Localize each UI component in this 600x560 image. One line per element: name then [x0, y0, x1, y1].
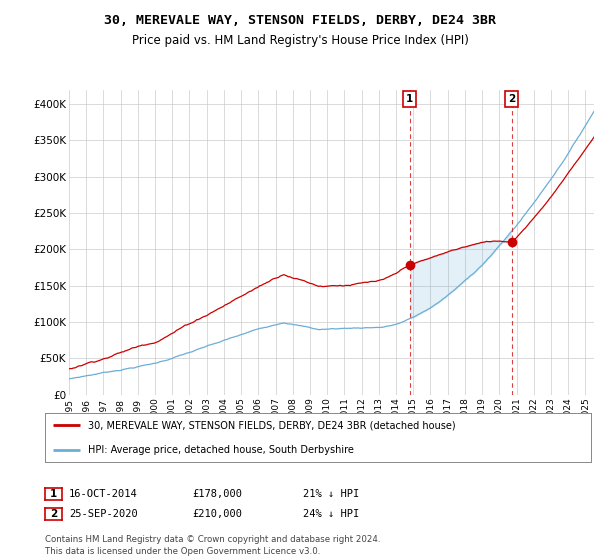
Text: HPI: Average price, detached house, South Derbyshire: HPI: Average price, detached house, Sout…: [88, 445, 353, 455]
Text: 16-OCT-2014: 16-OCT-2014: [69, 489, 138, 499]
Text: 2: 2: [508, 94, 515, 104]
Text: 21% ↓ HPI: 21% ↓ HPI: [303, 489, 359, 499]
Text: 30, MEREVALE WAY, STENSON FIELDS, DERBY, DE24 3BR (detached house): 30, MEREVALE WAY, STENSON FIELDS, DERBY,…: [88, 420, 455, 430]
Text: 30, MEREVALE WAY, STENSON FIELDS, DERBY, DE24 3BR: 30, MEREVALE WAY, STENSON FIELDS, DERBY,…: [104, 14, 496, 27]
Text: 24% ↓ HPI: 24% ↓ HPI: [303, 509, 359, 519]
Text: Contains HM Land Registry data © Crown copyright and database right 2024.
This d: Contains HM Land Registry data © Crown c…: [45, 535, 380, 556]
Text: 1: 1: [406, 94, 413, 104]
Text: Price paid vs. HM Land Registry's House Price Index (HPI): Price paid vs. HM Land Registry's House …: [131, 34, 469, 46]
Text: 1: 1: [50, 489, 57, 499]
Text: 2: 2: [50, 509, 57, 519]
Text: £210,000: £210,000: [192, 509, 242, 519]
Text: £178,000: £178,000: [192, 489, 242, 499]
Text: 25-SEP-2020: 25-SEP-2020: [69, 509, 138, 519]
